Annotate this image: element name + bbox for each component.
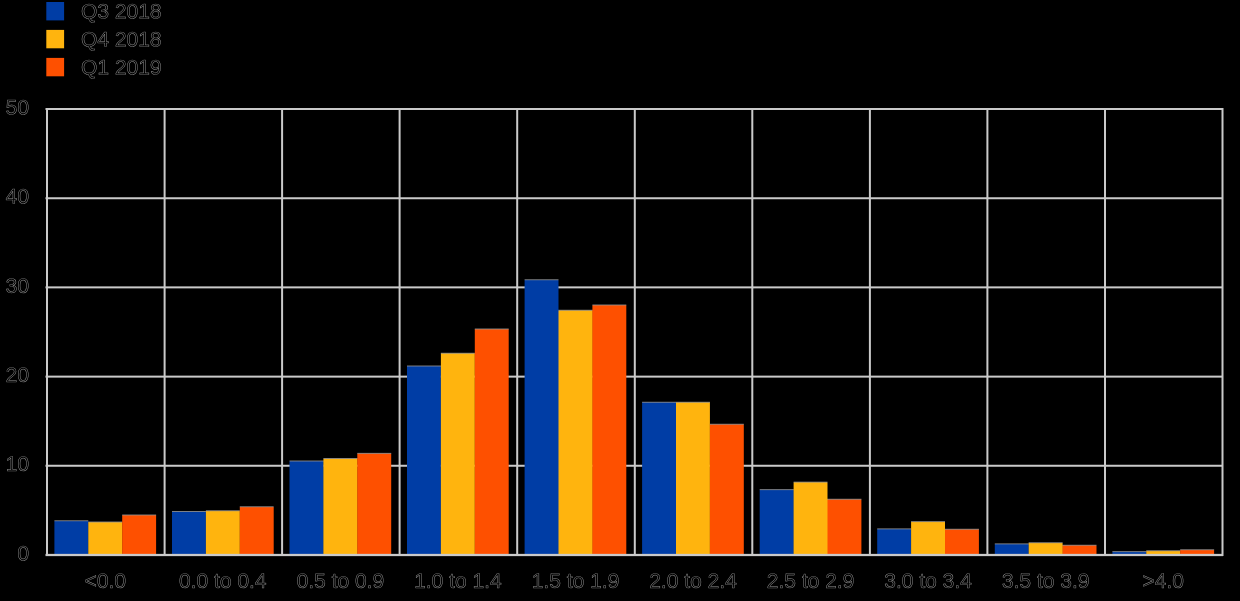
svg-text:3.5 to 3.9: 3.5 to 3.9 [1002,570,1090,593]
svg-text:30: 30 [6,275,29,298]
svg-text:>4.0: >4.0 [1142,570,1183,593]
svg-text:3.0 to 3.4: 3.0 to 3.4 [884,570,972,593]
svg-text:1.5 to 1.9: 1.5 to 1.9 [532,570,620,593]
svg-text:<0.0: <0.0 [85,570,126,593]
svg-text:Q3 2018: Q3 2018 [81,0,162,23]
svg-text:20: 20 [6,364,29,387]
svg-text:Q1 2019: Q1 2019 [81,56,162,79]
svg-text:50: 50 [6,96,29,119]
svg-text:2.0 to 2.4: 2.0 to 2.4 [649,570,737,593]
svg-text:0.0 to 0.4: 0.0 to 0.4 [179,570,267,593]
svg-text:40: 40 [6,186,29,209]
svg-text:0: 0 [17,542,29,565]
svg-text:0.5 to 0.9: 0.5 to 0.9 [297,570,385,593]
svg-text:10: 10 [6,453,29,476]
svg-text:1.0 to 1.4: 1.0 to 1.4 [414,570,502,593]
svg-text:2.5 to 2.9: 2.5 to 2.9 [767,570,855,593]
svg-text:Q4 2018: Q4 2018 [81,28,162,51]
